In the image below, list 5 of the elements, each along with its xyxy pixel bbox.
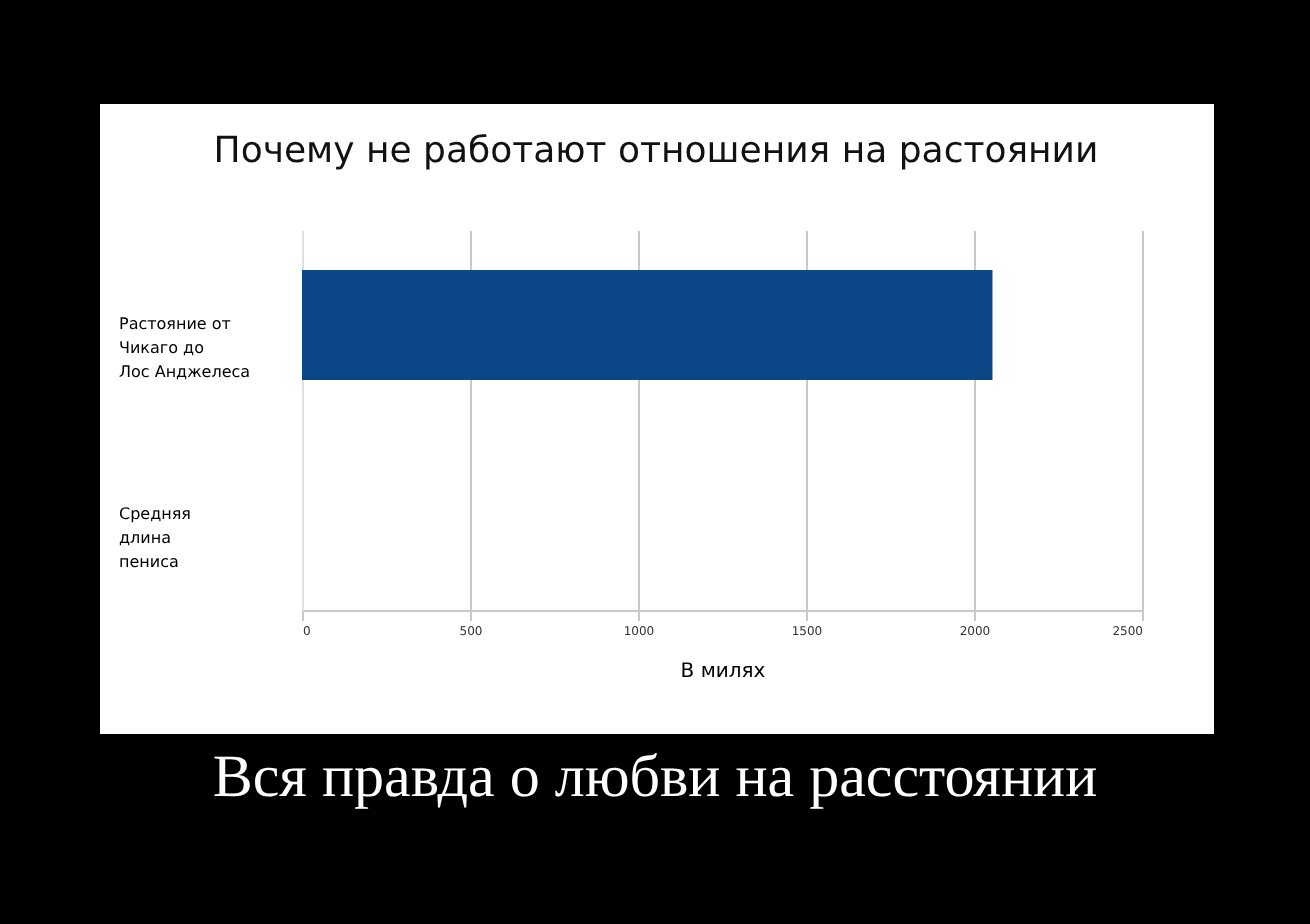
y-tick-label: Растояние от Чикаго до Лос Анджелеса — [119, 315, 251, 381]
y-tick-label: Средняя длина пениса — [119, 505, 192, 571]
text: Вся правда о любви на расстоянии — [210, 744, 1100, 812]
chart-title: Почему не работают отношения на растоянии — [213, 130, 1099, 172]
x-axis-title: В милях — [680, 661, 766, 683]
